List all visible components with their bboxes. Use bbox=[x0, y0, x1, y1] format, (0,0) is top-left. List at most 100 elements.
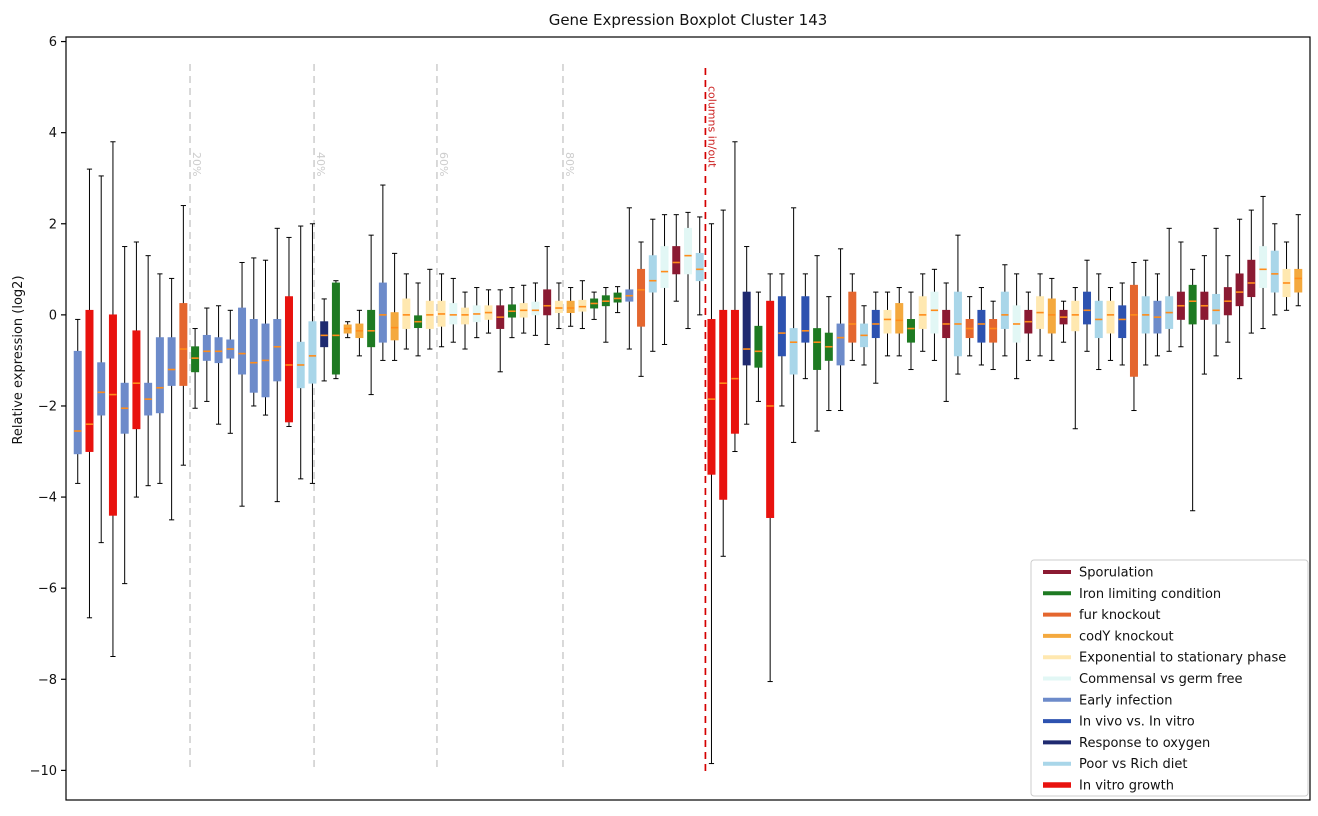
box-iqr bbox=[883, 309, 892, 334]
percent-guide-label: 80% bbox=[563, 152, 576, 176]
boxplot-box bbox=[590, 291, 599, 320]
boxplot-box bbox=[1000, 264, 1009, 357]
boxplot-box bbox=[1024, 291, 1033, 361]
y-tick-label: 2 bbox=[49, 217, 57, 232]
boxplot-box bbox=[155, 273, 164, 484]
boxplot-box bbox=[754, 291, 763, 402]
box-iqr bbox=[578, 299, 587, 312]
boxplot-box bbox=[1094, 273, 1103, 371]
boxplot-box bbox=[132, 241, 141, 498]
legend-entry: Exponential to stationary phase bbox=[1043, 651, 1286, 666]
boxplot-box bbox=[273, 227, 282, 503]
boxplot-box bbox=[906, 291, 915, 371]
box-iqr bbox=[1294, 268, 1303, 293]
boxplot-box bbox=[108, 141, 117, 658]
legend-entry: Iron limiting condition bbox=[1043, 587, 1221, 602]
boxplot-box bbox=[202, 307, 211, 402]
boxplot-box bbox=[1059, 300, 1068, 343]
box-iqr bbox=[1270, 250, 1279, 293]
axes-layer: 6 4 2 0 −2 −4 −6 −8 −10 bbox=[30, 35, 1311, 801]
box-iqr bbox=[284, 296, 293, 423]
box-iqr bbox=[378, 282, 387, 343]
legend-label: Iron limiting condition bbox=[1079, 587, 1221, 602]
boxplot-box bbox=[1282, 241, 1291, 311]
legend-label: fur knockout bbox=[1079, 608, 1161, 623]
legend-label: Commensal vs germ free bbox=[1079, 672, 1242, 687]
legend-entry: Sporulation bbox=[1043, 566, 1154, 581]
boxplot-box bbox=[989, 300, 998, 371]
box-iqr bbox=[108, 314, 117, 516]
chart-title: Gene Expression Boxplot Cluster 143 bbox=[549, 11, 828, 29]
boxplot-box bbox=[414, 282, 423, 357]
boxplot-box bbox=[261, 259, 270, 416]
box-iqr bbox=[1235, 273, 1244, 307]
legend-label: In vivo vs. In vitro bbox=[1079, 715, 1195, 730]
box-iqr bbox=[1106, 300, 1115, 334]
boxplot-box bbox=[1176, 241, 1185, 348]
box-iqr bbox=[777, 296, 786, 357]
boxplot-box bbox=[355, 309, 364, 357]
boxplot-box bbox=[789, 207, 798, 443]
y-tick-label: −6 bbox=[38, 582, 57, 597]
y-tick-label: −2 bbox=[38, 399, 57, 414]
guide-lines-layer bbox=[189, 64, 707, 771]
boxplot-box bbox=[507, 287, 516, 339]
boxplot-box bbox=[942, 282, 951, 402]
boxplot-box bbox=[930, 268, 939, 361]
box-iqr bbox=[214, 337, 223, 364]
box-iqr bbox=[531, 301, 540, 316]
box-iqr bbox=[1247, 259, 1256, 298]
legend-entry: In vivo vs. In vitro bbox=[1043, 715, 1195, 730]
boxplot-box bbox=[648, 218, 657, 352]
boxplot-box bbox=[1200, 255, 1209, 375]
boxplot-box bbox=[1247, 209, 1256, 334]
boxplot-box bbox=[238, 261, 247, 507]
boxplot-box bbox=[284, 236, 293, 427]
boxplot-box bbox=[1188, 268, 1197, 512]
box-iqr bbox=[1083, 291, 1092, 325]
y-tick-label: −4 bbox=[38, 491, 57, 506]
box-iqr bbox=[85, 309, 94, 452]
box-iqr bbox=[1071, 300, 1080, 332]
boxplot-box bbox=[1294, 214, 1303, 307]
legend-entry: In vitro growth bbox=[1043, 779, 1174, 794]
boxplot-box bbox=[918, 273, 927, 352]
boxplot-box bbox=[554, 282, 563, 330]
box-iqr bbox=[132, 330, 141, 430]
y-tick-label: 0 bbox=[49, 308, 57, 323]
boxplot-box bbox=[73, 318, 82, 484]
legend-label: codY knockout bbox=[1079, 629, 1174, 644]
boxplot-box bbox=[1223, 255, 1232, 343]
box-iqr bbox=[613, 292, 622, 303]
boxplot-box bbox=[1270, 223, 1279, 316]
boxplot-box bbox=[308, 223, 317, 484]
boxplot-box bbox=[402, 273, 411, 350]
boxplot-box bbox=[1036, 273, 1045, 357]
y-tick-label: 4 bbox=[49, 126, 57, 141]
boxplot-box bbox=[519, 284, 528, 334]
boxplot-box bbox=[813, 255, 822, 432]
boxplot-box bbox=[613, 286, 622, 314]
legend-label: Early infection bbox=[1079, 693, 1172, 708]
box-iqr bbox=[97, 362, 106, 416]
legend-entry: fur knockout bbox=[1043, 608, 1161, 623]
box-iqr bbox=[554, 300, 563, 313]
boxplot-box bbox=[1083, 259, 1092, 352]
boxplot-box bbox=[766, 273, 775, 683]
box-iqr bbox=[320, 321, 329, 348]
boxplot-box bbox=[836, 248, 845, 412]
box-iqr bbox=[273, 319, 282, 382]
box-iqr bbox=[977, 309, 986, 343]
legend-label: Exponential to stationary phase bbox=[1079, 651, 1286, 666]
percent-guide-label: 20% bbox=[190, 152, 203, 176]
boxplot-box bbox=[249, 257, 258, 407]
box-iqr bbox=[202, 334, 211, 361]
box-iqr bbox=[1129, 284, 1138, 377]
legend-box bbox=[1030, 559, 1309, 797]
box-iqr bbox=[1118, 305, 1127, 339]
plot-frame bbox=[65, 36, 1311, 801]
boxplot-box bbox=[179, 205, 188, 466]
boxplot-box bbox=[801, 273, 810, 380]
box-iqr bbox=[707, 319, 716, 475]
